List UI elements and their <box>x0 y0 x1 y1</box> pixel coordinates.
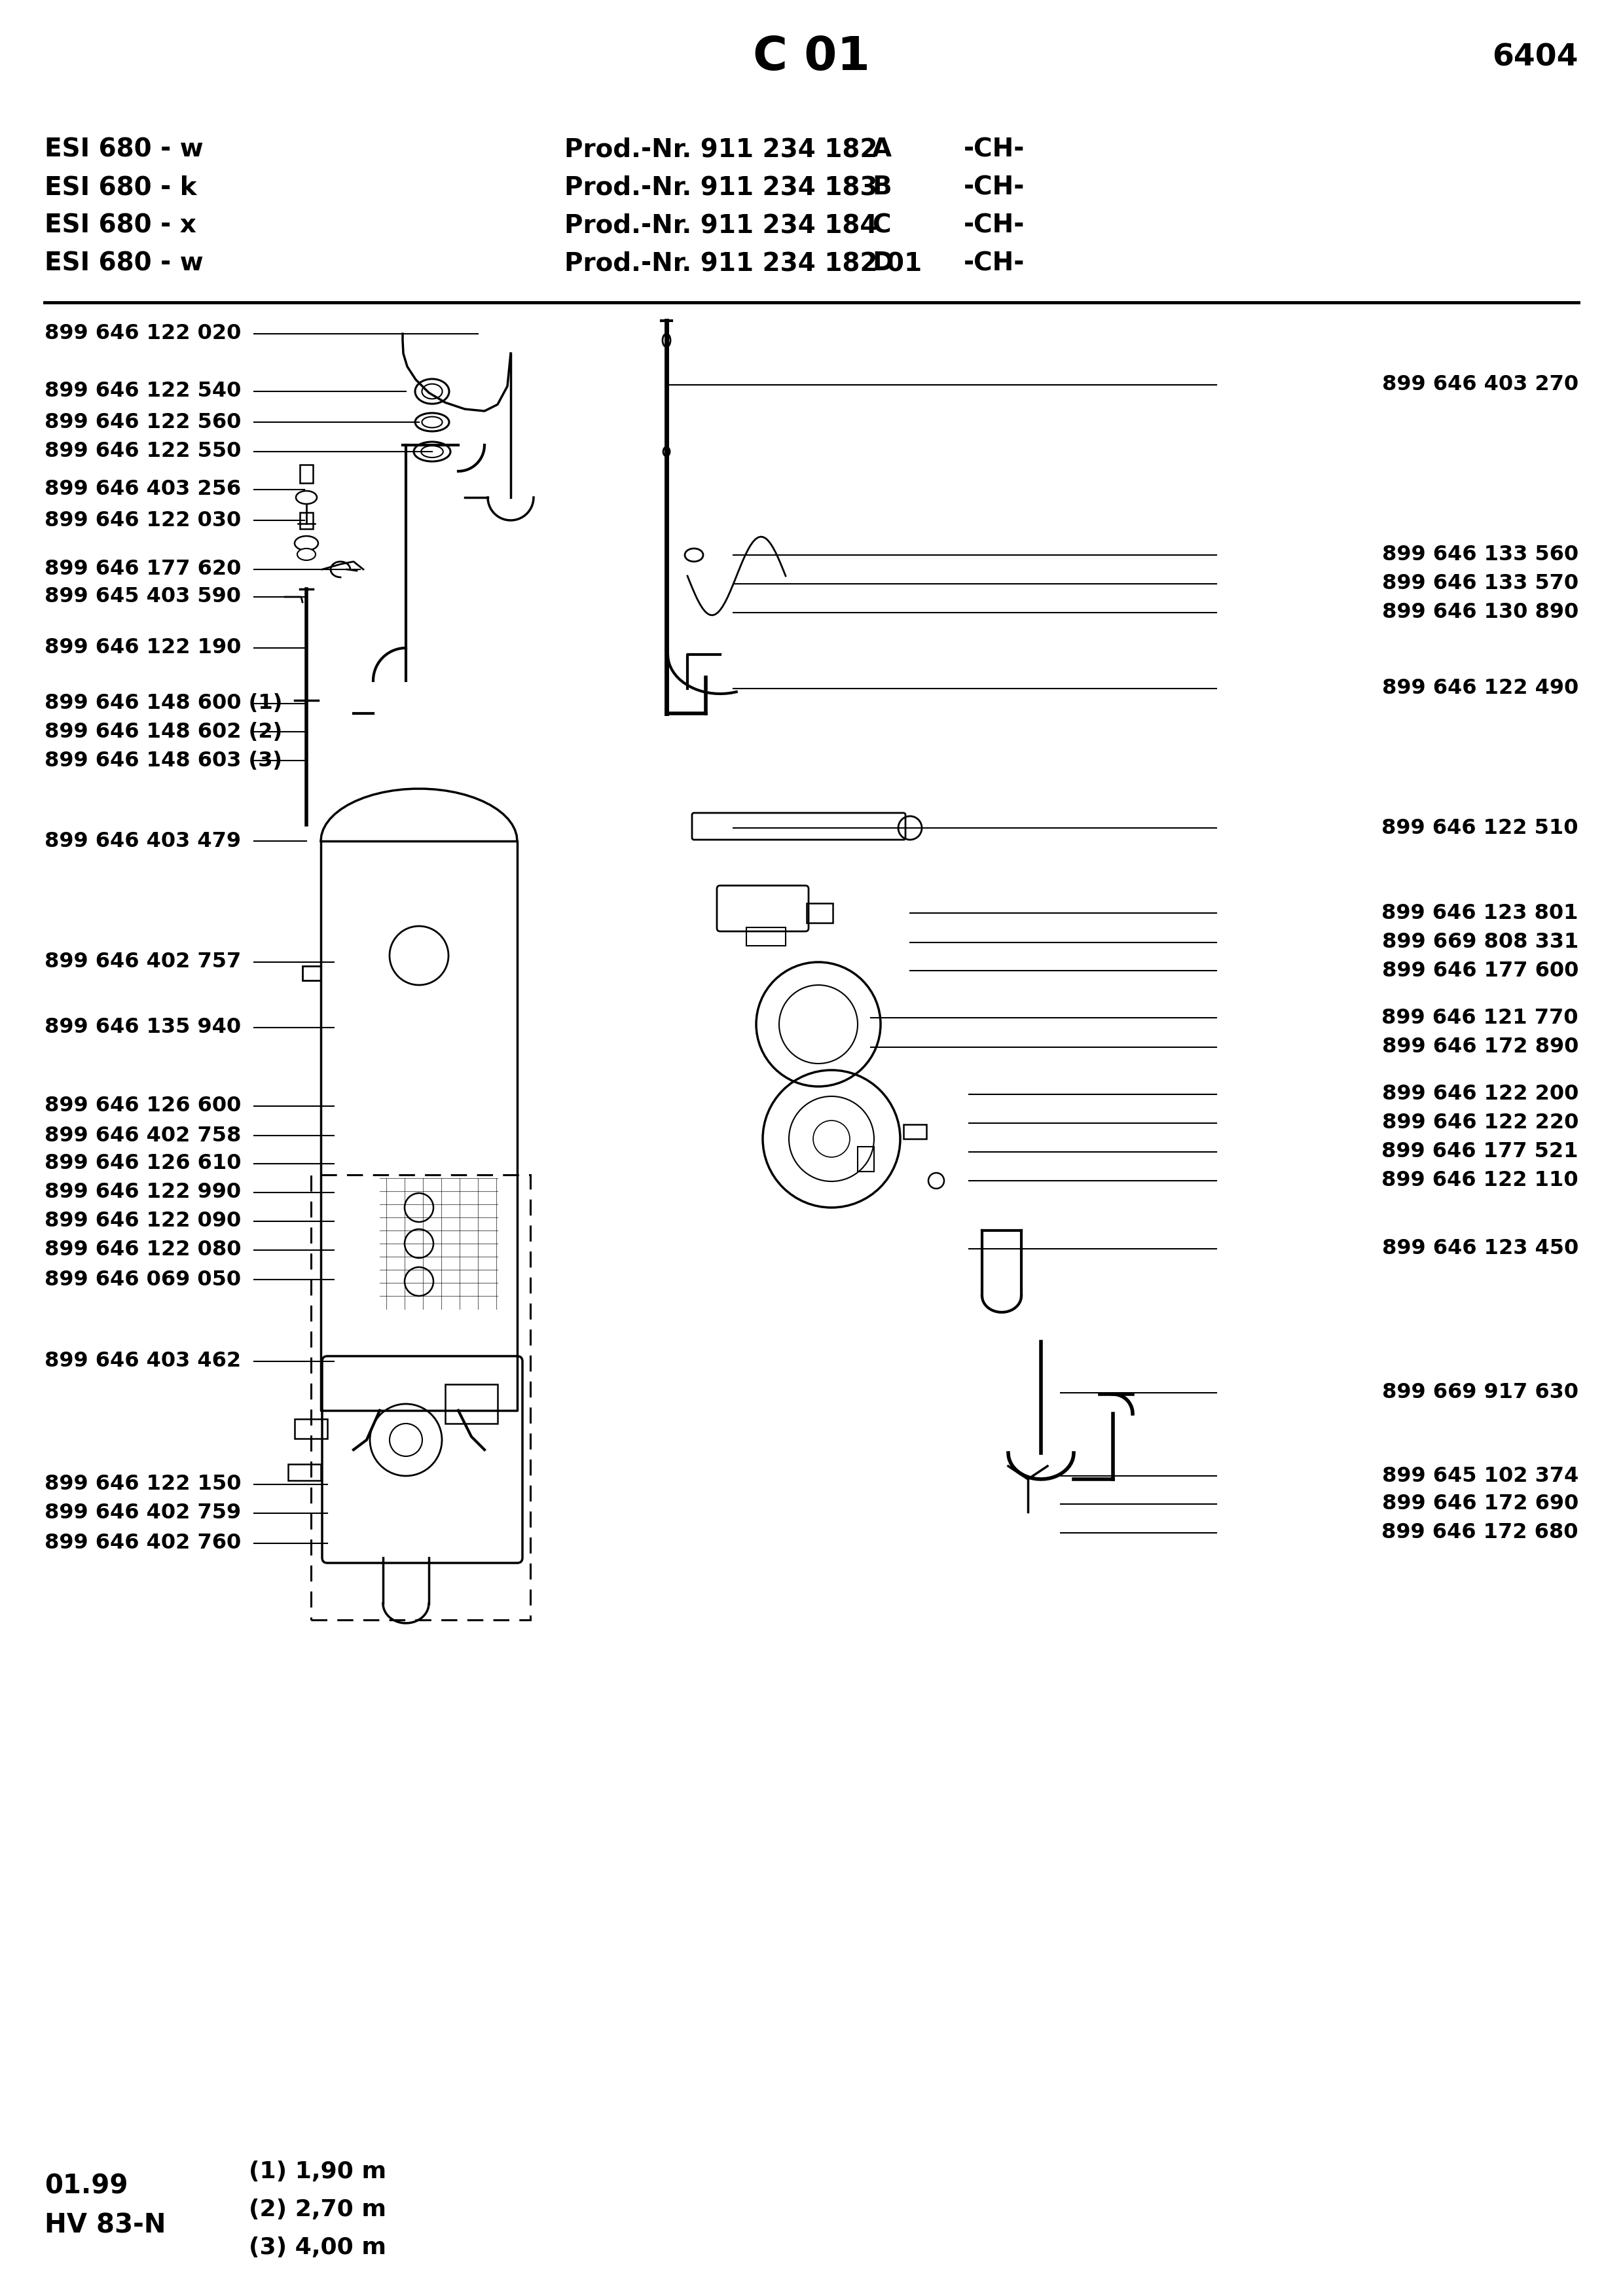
Text: C 01: C 01 <box>753 34 870 80</box>
Text: 899 646 122 490: 899 646 122 490 <box>1381 677 1579 698</box>
Text: ESI 680 - w: ESI 680 - w <box>44 138 203 161</box>
Text: 899 646 122 560: 899 646 122 560 <box>44 411 242 432</box>
Text: 899 646 122 020: 899 646 122 020 <box>44 324 242 344</box>
Ellipse shape <box>664 448 670 457</box>
Text: (2) 2,70 m: (2) 2,70 m <box>248 2200 386 2220</box>
Text: 899 646 123 450: 899 646 123 450 <box>1381 1238 1579 1258</box>
Ellipse shape <box>662 333 670 347</box>
Text: ESI 680 - w: ESI 680 - w <box>44 250 203 276</box>
Text: 899 646 148 602 (2): 899 646 148 602 (2) <box>44 721 282 742</box>
Text: 899 646 403 462: 899 646 403 462 <box>44 1352 240 1371</box>
Text: 899 646 126 600: 899 646 126 600 <box>44 1095 242 1116</box>
Text: -CH-: -CH- <box>964 138 1024 161</box>
Text: 899 646 122 510: 899 646 122 510 <box>1381 817 1579 838</box>
Text: 899 646 122 030: 899 646 122 030 <box>44 510 242 530</box>
Text: 899 646 122 540: 899 646 122 540 <box>44 381 242 402</box>
Text: 899 646 403 270: 899 646 403 270 <box>1383 374 1579 395</box>
Text: 899 646 122 200: 899 646 122 200 <box>1381 1084 1579 1104</box>
Text: 6404: 6404 <box>1493 44 1579 71</box>
Text: 899 646 135 940: 899 646 135 940 <box>44 1017 240 1038</box>
Text: Prod.-Nr. 911 234 182 01: Prod.-Nr. 911 234 182 01 <box>565 250 922 276</box>
Text: 899 646 133 570: 899 646 133 570 <box>1383 574 1579 595</box>
Text: 899 646 177 620: 899 646 177 620 <box>44 560 242 579</box>
Text: 899 646 069 050: 899 646 069 050 <box>44 1270 240 1290</box>
Text: 899 646 402 760: 899 646 402 760 <box>44 1534 242 1554</box>
Text: 899 646 122 990: 899 646 122 990 <box>44 1182 240 1203</box>
Text: 899 646 177 521: 899 646 177 521 <box>1381 1141 1579 1162</box>
Text: -CH-: -CH- <box>964 174 1024 200</box>
Text: 899 646 122 150: 899 646 122 150 <box>44 1474 242 1495</box>
Text: (1) 1,90 m: (1) 1,90 m <box>248 2161 386 2183</box>
Ellipse shape <box>297 549 315 560</box>
Text: B: B <box>872 174 891 200</box>
Text: A: A <box>872 138 891 161</box>
Text: 899 646 122 190: 899 646 122 190 <box>44 638 242 659</box>
Text: Prod.-Nr. 911 234 182: Prod.-Nr. 911 234 182 <box>565 138 878 161</box>
Text: 899 646 402 757: 899 646 402 757 <box>44 953 242 971</box>
Text: ESI 680 - x: ESI 680 - x <box>44 214 196 236</box>
Text: 899 646 133 560: 899 646 133 560 <box>1383 544 1579 565</box>
Text: 899 646 122 110: 899 646 122 110 <box>1381 1171 1579 1192</box>
Text: 899 646 402 759: 899 646 402 759 <box>44 1504 240 1522</box>
Text: 899 646 121 770: 899 646 121 770 <box>1381 1008 1579 1029</box>
Text: 899 646 122 550: 899 646 122 550 <box>44 441 242 461</box>
Text: HV 83-N: HV 83-N <box>44 2213 166 2239</box>
Text: 899 646 126 610: 899 646 126 610 <box>44 1153 242 1173</box>
FancyBboxPatch shape <box>300 464 313 482</box>
Text: 899 646 403 256: 899 646 403 256 <box>44 480 240 501</box>
Text: 01.99: 01.99 <box>44 2172 128 2200</box>
Text: -CH-: -CH- <box>964 250 1024 276</box>
Text: 899 646 172 890: 899 646 172 890 <box>1381 1038 1579 1058</box>
Text: 899 646 122 090: 899 646 122 090 <box>44 1212 242 1231</box>
Text: C: C <box>872 214 891 236</box>
Text: ESI 680 - k: ESI 680 - k <box>44 174 196 200</box>
Text: 899 646 148 600 (1): 899 646 148 600 (1) <box>44 693 282 714</box>
Text: 899 645 102 374: 899 645 102 374 <box>1381 1465 1579 1486</box>
Text: D: D <box>872 250 893 276</box>
Text: 899 669 917 630: 899 669 917 630 <box>1383 1382 1579 1403</box>
Text: 899 669 808 331: 899 669 808 331 <box>1381 932 1579 953</box>
Text: (3) 4,00 m: (3) 4,00 m <box>248 2236 386 2259</box>
Ellipse shape <box>295 535 318 551</box>
Text: Prod.-Nr. 911 234 184: Prod.-Nr. 911 234 184 <box>565 214 878 236</box>
Text: 899 646 172 680: 899 646 172 680 <box>1381 1522 1579 1543</box>
Text: -CH-: -CH- <box>964 214 1024 236</box>
Ellipse shape <box>295 491 316 503</box>
Text: 899 646 402 758: 899 646 402 758 <box>44 1125 242 1146</box>
Text: 899 646 403 479: 899 646 403 479 <box>44 831 240 852</box>
Text: 899 646 123 801: 899 646 123 801 <box>1381 902 1579 923</box>
Text: 899 646 130 890: 899 646 130 890 <box>1381 602 1579 622</box>
Text: 899 646 172 690: 899 646 172 690 <box>1381 1495 1579 1513</box>
Text: 899 645 403 590: 899 645 403 590 <box>44 588 240 606</box>
FancyBboxPatch shape <box>300 512 313 528</box>
Text: 899 646 177 600: 899 646 177 600 <box>1381 960 1579 980</box>
Text: 899 646 122 080: 899 646 122 080 <box>44 1240 242 1261</box>
Text: 899 646 148 603 (3): 899 646 148 603 (3) <box>44 751 282 771</box>
Text: Prod.-Nr. 911 234 183: Prod.-Nr. 911 234 183 <box>565 174 878 200</box>
Text: 899 646 122 220: 899 646 122 220 <box>1381 1114 1579 1134</box>
